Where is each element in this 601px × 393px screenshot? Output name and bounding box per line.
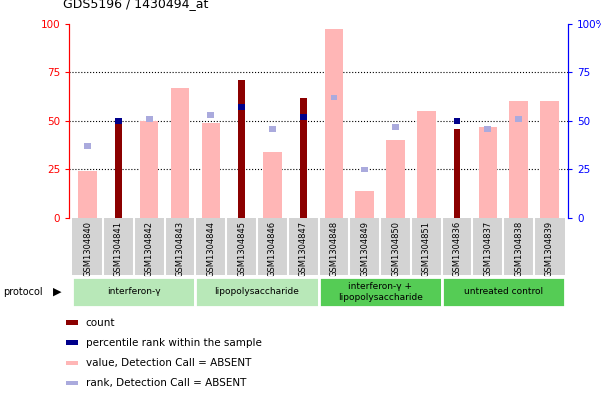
Bar	[72, 218, 103, 275]
Bar	[72, 277, 195, 307]
Bar	[534, 218, 565, 275]
Bar	[226, 218, 257, 275]
Bar	[386, 140, 404, 218]
Bar	[484, 126, 491, 132]
Bar	[380, 218, 411, 275]
Text: GSM1304838: GSM1304838	[514, 221, 523, 277]
Bar	[66, 360, 78, 365]
Text: GSM1304841: GSM1304841	[114, 221, 123, 277]
Bar	[392, 124, 399, 130]
Bar	[361, 167, 368, 173]
Bar	[257, 218, 288, 275]
Bar	[331, 95, 337, 101]
Text: GSM1304840: GSM1304840	[83, 221, 92, 277]
Bar	[78, 171, 97, 218]
Bar	[510, 101, 528, 218]
Bar	[319, 277, 442, 307]
Bar	[503, 218, 534, 275]
Text: rank, Detection Call = ABSENT: rank, Detection Call = ABSENT	[86, 378, 246, 388]
Bar	[66, 381, 78, 385]
Bar	[171, 88, 189, 218]
Bar	[84, 143, 91, 149]
Text: GSM1304849: GSM1304849	[360, 221, 369, 277]
Text: lipopolysaccharide: lipopolysaccharide	[215, 287, 299, 296]
Text: percentile rank within the sample: percentile rank within the sample	[86, 338, 261, 348]
Bar	[115, 118, 122, 124]
Text: GDS5196 / 1430494_at: GDS5196 / 1430494_at	[63, 0, 209, 10]
Bar	[454, 118, 460, 124]
Bar	[411, 218, 442, 275]
Bar	[165, 218, 195, 275]
Bar	[195, 218, 226, 275]
Bar	[103, 218, 134, 275]
Text: GSM1304839: GSM1304839	[545, 221, 554, 277]
Bar	[300, 97, 307, 218]
Bar	[442, 277, 565, 307]
Text: GSM1304845: GSM1304845	[237, 221, 246, 277]
Bar	[349, 218, 380, 275]
Bar	[201, 123, 220, 218]
Bar	[325, 29, 343, 218]
Bar	[66, 340, 78, 345]
Text: GSM1304846: GSM1304846	[268, 221, 277, 277]
Bar	[140, 121, 159, 218]
Bar	[269, 126, 276, 132]
Text: GSM1304843: GSM1304843	[175, 221, 185, 277]
Text: ▶: ▶	[53, 287, 61, 297]
Bar	[207, 112, 214, 118]
Bar	[454, 129, 460, 218]
Text: count: count	[86, 318, 115, 327]
Bar	[515, 116, 522, 122]
Text: protocol: protocol	[3, 287, 43, 297]
Text: interferon-γ +
lipopolysaccharide: interferon-γ + lipopolysaccharide	[338, 282, 423, 301]
Bar	[355, 191, 374, 218]
Text: GSM1304847: GSM1304847	[299, 221, 308, 277]
Text: GSM1304842: GSM1304842	[145, 221, 154, 277]
Bar	[540, 101, 559, 218]
Bar	[195, 277, 319, 307]
Bar	[319, 218, 349, 275]
Bar	[134, 218, 165, 275]
Bar	[66, 320, 78, 325]
Text: GSM1304837: GSM1304837	[483, 221, 492, 277]
Bar	[417, 111, 436, 218]
Text: interferon-γ: interferon-γ	[107, 287, 160, 296]
Text: GSM1304851: GSM1304851	[422, 221, 431, 277]
Bar	[478, 127, 497, 218]
Bar	[238, 80, 245, 218]
Text: GSM1304850: GSM1304850	[391, 221, 400, 277]
Text: value, Detection Call = ABSENT: value, Detection Call = ABSENT	[86, 358, 251, 368]
Text: GSM1304848: GSM1304848	[329, 221, 338, 277]
Bar	[238, 104, 245, 110]
Bar	[263, 152, 282, 218]
Bar	[472, 218, 503, 275]
Bar	[300, 114, 307, 120]
Text: GSM1304844: GSM1304844	[206, 221, 215, 277]
Bar	[442, 218, 472, 275]
Bar	[146, 116, 153, 122]
Text: GSM1304836: GSM1304836	[453, 221, 462, 277]
Bar	[115, 123, 122, 218]
Text: untreated control: untreated control	[464, 287, 543, 296]
Bar	[288, 218, 319, 275]
